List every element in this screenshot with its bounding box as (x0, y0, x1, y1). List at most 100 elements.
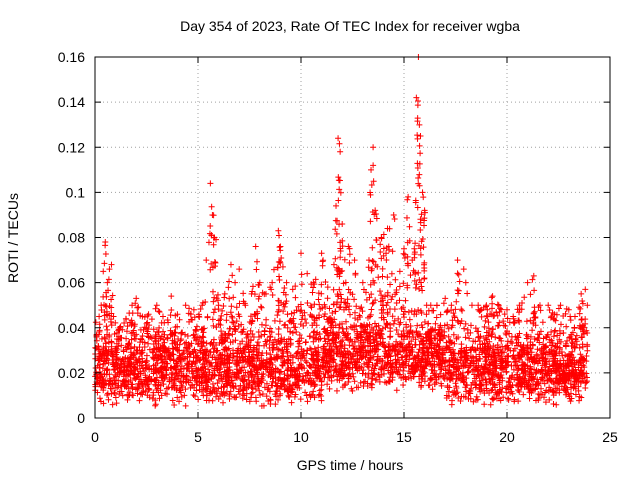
data-point (171, 332, 178, 339)
data-point (153, 351, 160, 358)
data-point (104, 366, 111, 373)
data-point (446, 376, 453, 383)
data-point (428, 340, 435, 347)
data-point (105, 359, 112, 366)
data-point (142, 388, 149, 395)
data-point (347, 311, 354, 318)
data-point (584, 302, 591, 309)
data-point (501, 311, 508, 318)
data-point (393, 338, 400, 345)
data-point (478, 313, 485, 320)
data-point (174, 366, 181, 373)
data-point (500, 394, 507, 401)
data-point (135, 370, 142, 377)
data-point (556, 327, 563, 334)
data-point (293, 350, 300, 357)
data-point (277, 260, 284, 267)
data-point (333, 350, 340, 357)
data-point (553, 343, 560, 350)
data-point (540, 341, 547, 348)
data-point (369, 258, 376, 265)
data-point (102, 239, 109, 246)
data-point (453, 298, 460, 305)
data-point (536, 331, 543, 338)
data-point (123, 346, 130, 353)
data-point (409, 348, 416, 355)
data-point (129, 329, 136, 336)
data-point (166, 377, 173, 384)
data-point (516, 309, 523, 316)
data-point (322, 279, 329, 286)
data-point (221, 330, 228, 337)
data-point (404, 196, 411, 203)
data-point (543, 333, 550, 340)
data-point (400, 374, 407, 381)
data-point (406, 223, 413, 230)
data-point (334, 291, 341, 298)
data-point (464, 290, 471, 297)
data-point (228, 313, 235, 320)
data-point (290, 315, 297, 322)
data-point (137, 391, 144, 398)
data-point (119, 392, 126, 399)
data-point (579, 297, 586, 304)
data-point (527, 317, 534, 324)
data-point (339, 337, 346, 344)
data-point (458, 354, 465, 361)
data-point (375, 322, 382, 329)
data-point (310, 334, 317, 341)
data-point (417, 132, 424, 139)
data-point (132, 335, 139, 342)
data-point (253, 258, 260, 265)
data-point (428, 360, 435, 367)
data-point (533, 369, 540, 376)
data-point (279, 362, 286, 369)
data-point (437, 337, 444, 344)
data-point (566, 393, 573, 400)
data-point (522, 372, 529, 379)
data-point (272, 365, 279, 372)
data-point (384, 354, 391, 361)
data-point (112, 377, 119, 384)
data-point (190, 370, 197, 377)
data-point (436, 346, 443, 353)
data-point (189, 348, 196, 355)
data-point (467, 322, 474, 329)
data-point (416, 182, 423, 189)
x-tick-label: 5 (194, 429, 202, 445)
data-point (232, 337, 239, 344)
data-point (511, 318, 518, 325)
data-point (400, 280, 407, 287)
data-point (111, 366, 118, 373)
data-point (274, 388, 281, 395)
data-point (359, 345, 366, 352)
data-point (421, 275, 428, 282)
data-point (169, 371, 176, 378)
data-point (325, 367, 332, 374)
data-point (390, 211, 397, 218)
data-point (146, 394, 153, 401)
data-point (304, 372, 311, 379)
data-point (394, 369, 401, 376)
data-point (205, 239, 212, 246)
data-point (203, 340, 210, 347)
data-point (514, 333, 521, 340)
data-point (514, 376, 521, 383)
data-point (421, 349, 428, 356)
data-point (414, 331, 421, 338)
data-point (220, 374, 227, 381)
data-point (389, 248, 396, 255)
data-point (105, 276, 112, 283)
data-point (128, 381, 135, 388)
data-point (292, 380, 299, 387)
data-point (533, 357, 540, 364)
data-point (452, 356, 459, 363)
data-point (417, 363, 424, 370)
data-point (210, 349, 217, 356)
data-point (437, 324, 444, 331)
data-point (486, 375, 493, 382)
data-point (471, 378, 478, 385)
data-point (183, 344, 190, 351)
data-point (127, 319, 134, 326)
data-point (182, 331, 189, 338)
